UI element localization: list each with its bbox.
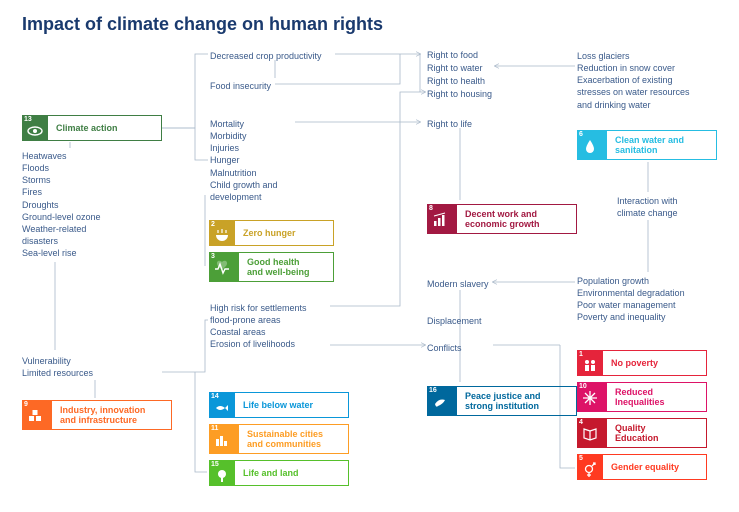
sdg-8-label: Decent work andeconomic growth (457, 204, 577, 234)
sdg-5-label: Gender equality (603, 454, 707, 480)
sdg-14-label: Life below water (235, 392, 349, 418)
sdg-box-15: 15Life and land (209, 460, 349, 486)
sdg-9-label: Industry, innovationand infrastructure (52, 400, 172, 430)
sdg-box-14: 14Life below water (209, 392, 349, 418)
text-right_food: Right to food (427, 49, 478, 61)
text-slavery: Modern slavery (427, 278, 489, 290)
sdg-box-10: 10ReducedInequalities (577, 382, 707, 412)
text-risk: High risk for settlementsflood-prone are… (210, 302, 307, 351)
sdg-2-icon: 2 (209, 220, 235, 246)
sdg-11-label: Sustainable citiesand communities (239, 424, 349, 454)
sdg-6-icon: 6 (577, 130, 607, 160)
sdg-11-icon: 11 (209, 424, 239, 454)
sdg-4-icon: 4 (577, 418, 607, 448)
text-pop: Population growthEnvironmental degradati… (577, 275, 685, 324)
sdg-13-label: Climate action (48, 115, 162, 141)
sdg-box-3: 3Good healthand well-being (209, 252, 334, 282)
sdg-16-icon: 16 (427, 386, 457, 416)
sdg-8-icon: 8 (427, 204, 457, 234)
sdg-box-1: 1No poverty (577, 350, 707, 376)
text-interact: Interaction withclimate change (617, 195, 678, 219)
sdg-3-icon: 3 (209, 252, 239, 282)
sdg-1-icon: 1 (577, 350, 603, 376)
text-right_water: Right to water (427, 62, 483, 74)
text-mortality: MortalityMorbidityInjuriesHungerMalnutri… (210, 118, 278, 203)
sdg-15-label: Life and land (235, 460, 349, 486)
sdg-2-label: Zero hunger (235, 220, 334, 246)
sdg-10-label: ReducedInequalities (607, 382, 707, 412)
sdg-5-icon: 5 (577, 454, 603, 480)
text-vuln: VulnerabilityLimited resources (22, 355, 93, 379)
sdg-15-icon: 15 (209, 460, 235, 486)
text-right_health: Right to health (427, 75, 485, 87)
sdg-6-label: Clean water andsanitation (607, 130, 717, 160)
sdg-box-2: 2Zero hunger (209, 220, 334, 246)
text-right_life: Right to life (427, 118, 472, 130)
sdg-4-label: QualityEducation (607, 418, 707, 448)
page-title: Impact of climate change on human rights (22, 14, 383, 35)
sdg-box-5: 5Gender equality (577, 454, 707, 480)
text-crop: Decreased crop productivity (210, 50, 322, 62)
sdg-14-icon: 14 (209, 392, 235, 418)
sdg-box-9: 9Industry, innovationand infrastructure (22, 400, 172, 430)
sdg-box-13: 13Climate action (22, 115, 162, 141)
sdg-10-icon: 10 (577, 382, 607, 412)
sdg-1-label: No poverty (603, 350, 707, 376)
text-displ: Displacement (427, 315, 482, 327)
sdg-box-16: 16Peace justice andstrong institution (427, 386, 577, 416)
sdg-box-8: 8Decent work andeconomic growth (427, 204, 577, 234)
text-hazards: HeatwavesFloodsStormsFiresDroughtsGround… (22, 150, 101, 259)
sdg-9-icon: 9 (22, 400, 52, 430)
text-right_housing: Right to housing (427, 88, 492, 100)
sdg-3-label: Good healthand well-being (239, 252, 334, 282)
text-confl: Conflicts (427, 342, 462, 354)
text-food_ins: Food insecurity (210, 80, 271, 92)
sdg-16-label: Peace justice andstrong institution (457, 386, 577, 416)
sdg-box-11: 11Sustainable citiesand communities (209, 424, 349, 454)
sdg-box-6: 6Clean water andsanitation (577, 130, 717, 160)
sdg-box-4: 4QualityEducation (577, 418, 707, 448)
sdg-13-icon: 13 (22, 115, 48, 141)
text-loss: Loss glaciersReduction in snow coverExac… (577, 50, 690, 111)
